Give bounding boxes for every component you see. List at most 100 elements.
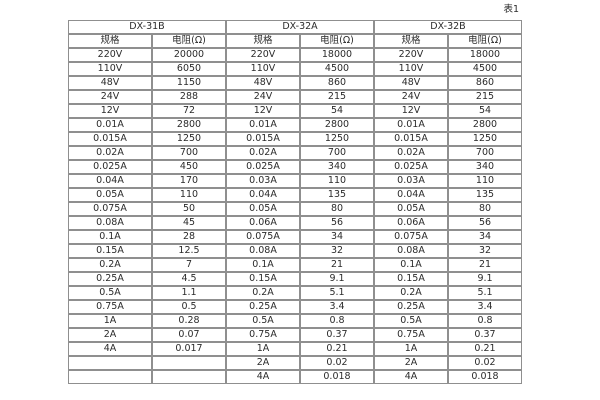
table-header: DX-31B DX-32A DX-32B 规格 电阻(Ω) 规格 电阻(Ω) 规格 电阻(Ω) xyxy=(68,20,522,48)
resistance-cell: 0.017 xyxy=(152,342,226,356)
spec-cell: 0.04A xyxy=(226,188,300,202)
spec-cell: 1A xyxy=(68,314,152,328)
resistance-cell: 18000 xyxy=(300,48,374,62)
table-row: 220V 20000 220V 18000 220V 18000 xyxy=(68,48,522,62)
spec-cell: 0.08A xyxy=(68,216,152,230)
table-row: 0.1A 28 0.075A 34 0.075A 34 xyxy=(68,230,522,244)
spec-cell: 2A xyxy=(226,356,300,370)
spec-cell: 0.01A xyxy=(374,118,448,132)
resistance-cell: 34 xyxy=(448,230,522,244)
spec-cell: 0.03A xyxy=(226,174,300,188)
resistance-cell: 5.1 xyxy=(448,286,522,300)
resistance-cell: 18000 xyxy=(448,48,522,62)
resistance-cell: 0.21 xyxy=(300,342,374,356)
resistance-cell: 215 xyxy=(448,90,522,104)
resistance-cell: 0.5 xyxy=(152,300,226,314)
spec-cell: 0.2A xyxy=(68,258,152,272)
spec-cell: 12V xyxy=(68,104,152,118)
spec-cell: 12V xyxy=(226,104,300,118)
resistance-cell: 28 xyxy=(152,230,226,244)
spec-cell: 0.15A xyxy=(68,244,152,258)
resistance-header-cell: 电阻(Ω) xyxy=(152,34,226,48)
resistance-cell: 21 xyxy=(448,258,522,272)
resistance-cell: 215 xyxy=(300,90,374,104)
spec-cell: 0.05A xyxy=(374,202,448,216)
spec-cell: 110V xyxy=(226,62,300,76)
spec-cell: 0.25A xyxy=(226,300,300,314)
spec-cell: 0.015A xyxy=(226,132,300,146)
table-row: 12V 72 12V 54 12V 54 xyxy=(68,104,522,118)
resistance-cell: 0.018 xyxy=(448,370,522,384)
resistance-cell: 700 xyxy=(300,146,374,160)
table-row: 0.05A 110 0.04A 135 0.04A 135 xyxy=(68,188,522,202)
resistance-cell: 860 xyxy=(448,76,522,90)
resistance-cell: 0.018 xyxy=(300,370,374,384)
table-caption: 表1 xyxy=(503,4,519,15)
spec-cell: 0.1A xyxy=(226,258,300,272)
resistance-cell: 54 xyxy=(300,104,374,118)
spec-cell: 0.06A xyxy=(226,216,300,230)
table-row: 0.15A 12.5 0.08A 32 0.08A 32 xyxy=(68,244,522,258)
resistance-cell: 72 xyxy=(152,104,226,118)
resistance-cell: 0.07 xyxy=(152,328,226,342)
spec-cell: 0.02A xyxy=(226,146,300,160)
group-header-row: DX-31B DX-32A DX-32B xyxy=(68,20,522,34)
resistance-cell: 110 xyxy=(152,188,226,202)
spec-cell: 0.02A xyxy=(374,146,448,160)
resistance-cell: 1250 xyxy=(300,132,374,146)
spec-cell xyxy=(68,370,152,384)
spec-cell: 110V xyxy=(374,62,448,76)
group-header-cell: DX-32A xyxy=(226,20,374,34)
table-row: 0.25A 4.5 0.15A 9.1 0.15A 9.1 xyxy=(68,272,522,286)
resistance-cell: 0.02 xyxy=(300,356,374,370)
spec-cell: 0.06A xyxy=(374,216,448,230)
resistance-cell: 3.4 xyxy=(300,300,374,314)
resistance-cell: 0.21 xyxy=(448,342,522,356)
resistance-header-cell: 电阻(Ω) xyxy=(448,34,522,48)
table-row: 0.075A 50 0.05A 80 0.05A 80 xyxy=(68,202,522,216)
resistance-cell: 135 xyxy=(300,188,374,202)
resistance-cell: 54 xyxy=(448,104,522,118)
spec-cell: 0.025A xyxy=(226,160,300,174)
spec-cell: 0.015A xyxy=(68,132,152,146)
table-row: 0.5A 1.1 0.2A 5.1 0.2A 5.1 xyxy=(68,286,522,300)
table-row: 2A 0.07 0.75A 0.37 0.75A 0.37 xyxy=(68,328,522,342)
resistance-cell: 0.02 xyxy=(448,356,522,370)
spec-cell: 48V xyxy=(226,76,300,90)
resistance-cell: 700 xyxy=(448,146,522,160)
spec-cell: 0.08A xyxy=(374,244,448,258)
spec-cell: 24V xyxy=(226,90,300,104)
spec-cell: 0.02A xyxy=(68,146,152,160)
resistance-cell: 110 xyxy=(300,174,374,188)
resistance-cell: 80 xyxy=(300,202,374,216)
spec-cell: 0.05A xyxy=(226,202,300,216)
table-row: 0.2A 7 0.1A 21 0.1A 21 xyxy=(68,258,522,272)
spec-cell: 0.75A xyxy=(374,328,448,342)
resistance-cell: 9.1 xyxy=(300,272,374,286)
table-row: 0.025A 450 0.025A 340 0.025A 340 xyxy=(68,160,522,174)
spec-table: DX-31B DX-32A DX-32B 规格 电阻(Ω) 规格 电阻(Ω) 规格 电阻(Ω) … xyxy=(68,20,522,384)
spec-cell: 0.15A xyxy=(226,272,300,286)
spec-cell: 0.15A xyxy=(374,272,448,286)
spec-cell: 0.075A xyxy=(68,202,152,216)
spec-cell: 0.75A xyxy=(226,328,300,342)
spec-cell: 0.5A xyxy=(374,314,448,328)
resistance-cell: 2800 xyxy=(152,118,226,132)
resistance-cell xyxy=(152,356,226,370)
table-row: 0.015A 1250 0.015A 1250 0.015A 1250 xyxy=(68,132,522,146)
spec-cell: 0.04A xyxy=(68,174,152,188)
spec-cell: 4A xyxy=(374,370,448,384)
spec-cell: 0.04A xyxy=(374,188,448,202)
resistance-cell: 700 xyxy=(152,146,226,160)
spec-cell: 1A xyxy=(226,342,300,356)
resistance-cell: 4500 xyxy=(448,62,522,76)
spec-cell: 48V xyxy=(374,76,448,90)
spec-cell: 0.03A xyxy=(374,174,448,188)
resistance-cell: 340 xyxy=(448,160,522,174)
spec-cell: 0.2A xyxy=(374,286,448,300)
resistance-cell: 0.37 xyxy=(448,328,522,342)
spec-cell: 0.5A xyxy=(226,314,300,328)
spec-cell: 2A xyxy=(374,356,448,370)
spec-cell xyxy=(68,356,152,370)
spec-header-cell: 规格 xyxy=(374,34,448,48)
